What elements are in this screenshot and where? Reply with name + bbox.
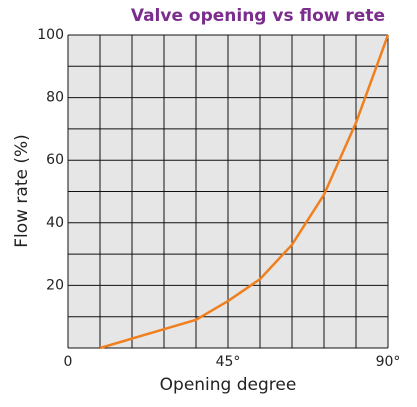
y-tick-label: 20 (46, 277, 64, 293)
y-tick-label: 60 (46, 152, 64, 168)
x-axis-title: Opening degree (160, 375, 297, 395)
x-tick-label: 90° (376, 354, 401, 370)
x-tick-label: 45° (216, 354, 241, 370)
y-axis-title: Flow rate (%) (12, 134, 32, 248)
chart-title: Valve opening vs flow rete (131, 6, 385, 26)
y-tick-label: 40 (46, 215, 64, 231)
x-tick-label: 0 (64, 354, 73, 370)
y-tick-label: 80 (46, 90, 64, 106)
y-tick-label: 100 (37, 27, 64, 43)
data-line (99, 34, 390, 350)
